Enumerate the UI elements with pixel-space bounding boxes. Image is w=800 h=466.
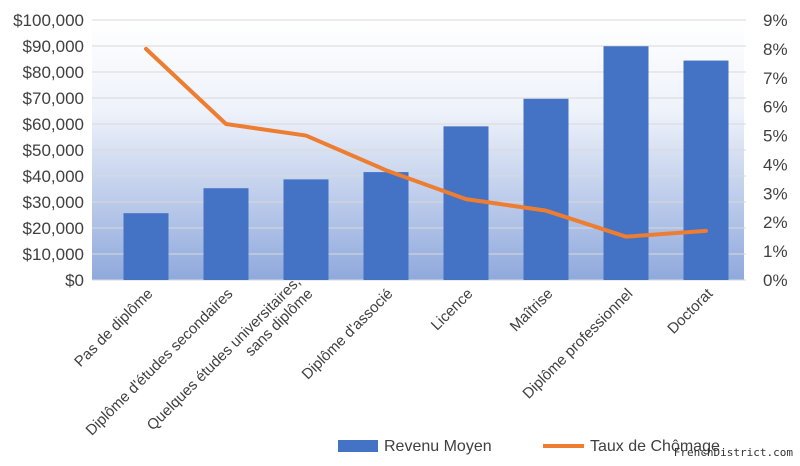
watermark: FrenchDistrict.com	[674, 446, 794, 459]
bar	[123, 213, 169, 280]
right-tick-label: 6%	[763, 98, 788, 117]
left-tick-label: $30,000	[23, 193, 84, 212]
right-tick-label: 0%	[763, 271, 788, 290]
bar-series	[123, 46, 729, 281]
line-point	[225, 123, 227, 125]
left-tick-label: $40,000	[23, 167, 84, 186]
right-tick-label: 7%	[763, 69, 788, 88]
bar	[603, 46, 649, 281]
bar	[363, 172, 409, 280]
left-tick-label: $60,000	[23, 115, 84, 134]
legend: Revenu Moyen Taux de Chômage	[338, 438, 720, 455]
left-tick-label: $70,000	[23, 89, 84, 108]
legend-line-label: Taux de Chômage	[590, 438, 720, 455]
category-label: Pas de diplôme	[71, 285, 156, 370]
right-tick-label: 1%	[763, 242, 788, 261]
line-point	[385, 169, 387, 171]
right-tick-label: 8%	[763, 40, 788, 59]
line-series	[144, 46, 708, 239]
left-tick-label: $90,000	[23, 37, 84, 56]
category-label-line: Doctorat	[664, 285, 717, 338]
bar	[283, 179, 329, 280]
legend-bar-label: Revenu Moyen	[384, 438, 492, 455]
category-label-line: Pas de diplôme	[71, 285, 156, 370]
unemployment-line	[144, 46, 708, 239]
category-label-line: Licence	[428, 285, 477, 334]
line-point	[625, 236, 627, 238]
bar	[203, 188, 249, 280]
line-point	[305, 135, 307, 137]
left-tick-label: $100,000	[13, 11, 84, 30]
left-tick-label: $0	[65, 271, 84, 290]
category-label: Maîtrise	[507, 285, 557, 335]
right-tick-label: 9%	[763, 11, 788, 30]
left-tick-label: $50,000	[23, 141, 84, 160]
right-tick-label: 5%	[763, 127, 788, 146]
right-tick-label: 2%	[763, 213, 788, 232]
category-label-line: Maîtrise	[507, 285, 557, 335]
right-axis: 0% 1% 2% 3% 4% 5% 6% 7% 8% 9%	[763, 11, 788, 290]
line-point	[465, 198, 467, 200]
bar	[683, 60, 729, 281]
legend-bar-swatch	[338, 440, 378, 452]
left-tick-label: $10,000	[23, 245, 84, 264]
category-label: Doctorat	[664, 285, 717, 338]
right-tick-label: 4%	[763, 155, 788, 174]
left-tick-label: $80,000	[23, 63, 84, 82]
bar	[523, 98, 569, 280]
left-tick-label: $20,000	[23, 219, 84, 238]
right-tick-label: 3%	[763, 184, 788, 203]
left-axis: $0 $10,000 $20,000 $30,000 $40,000 $50,000 $60…	[13, 11, 84, 290]
line-point	[145, 48, 147, 50]
category-label: Licence	[428, 285, 477, 334]
line-point	[705, 230, 707, 232]
line-point	[545, 210, 547, 212]
